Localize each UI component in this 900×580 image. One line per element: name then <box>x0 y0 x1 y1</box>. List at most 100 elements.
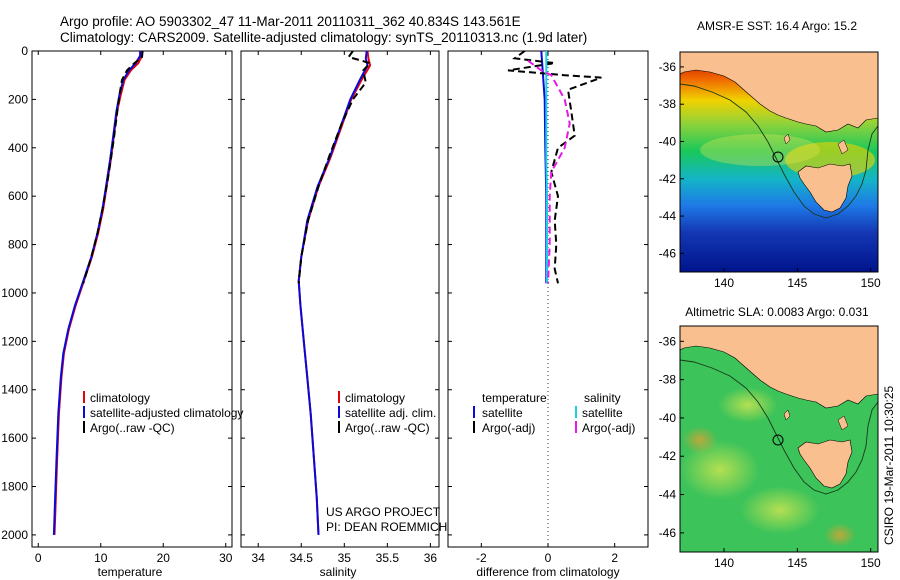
legend-title-temperature: temperature <box>482 391 547 405</box>
legend-item: Argo(-adj) <box>582 421 635 435</box>
legend-item: climatology <box>90 391 150 405</box>
y-tick-label: 2000 <box>1 528 28 542</box>
y-tick-label: 400 <box>8 141 28 155</box>
map-x-tick-label: 150 <box>861 276 881 290</box>
difference-legend: temperature satellite Argo(-adj) salinit… <box>473 391 635 435</box>
y-tick-label: 1200 <box>1 334 28 348</box>
sst-map <box>680 52 878 272</box>
map-x-tick-label: 145 <box>787 556 807 570</box>
x-tick-label: -2 <box>476 551 487 565</box>
map-y-tick-label: -38 <box>659 373 677 387</box>
map-x-tick-label: 140 <box>714 276 734 290</box>
x-tick-label: 20 <box>157 551 171 565</box>
x-tick-label: 10 <box>94 551 108 565</box>
credit-line1: US ARGO PROJECT <box>326 505 441 519</box>
credit-line2: PI: DEAN ROEMMICH <box>326 520 447 534</box>
legend-item: satellite <box>582 406 623 420</box>
y-tick-label: 1800 <box>1 480 28 494</box>
salinity-panel-frame <box>240 50 440 548</box>
series-line <box>527 59 571 284</box>
map-x-tick-label: 140 <box>714 556 734 570</box>
x-tick-label: 35.5 <box>376 551 400 565</box>
legend-item: Argo(-adj) <box>482 421 535 435</box>
shelf-contour <box>680 359 878 495</box>
argo-position-marker <box>772 151 784 163</box>
argo-position-marker <box>772 434 784 446</box>
y-tick-label: 0 <box>21 44 28 58</box>
x-tick-label: 30 <box>219 551 233 565</box>
x-tick-label: 34 <box>252 551 266 565</box>
salinity-legend: climatology satellite adj. clim. Argo(..… <box>338 391 436 435</box>
legend-title-salinity: salinity <box>584 391 621 405</box>
x-tick-label: 34.5 <box>290 551 314 565</box>
sla-map-frame <box>679 325 879 553</box>
legend-item: satellite adj. clim. <box>345 406 436 420</box>
series-line <box>53 51 143 535</box>
land-mainland <box>680 326 878 409</box>
difference-lines <box>507 50 602 547</box>
series-line <box>52 51 142 535</box>
map-y-tick-label: -44 <box>659 488 677 502</box>
temperature-xlabel: temperature <box>98 565 163 579</box>
salinity-xlabel: salinity <box>320 565 357 579</box>
map-y-tick-label: -40 <box>659 134 677 148</box>
map-y-tick-label: -46 <box>659 246 677 260</box>
map-x-tick-label: 150 <box>861 556 881 570</box>
sst-map-axis: 140 145 150 -36 -38 -40 -42 -44 -46 <box>659 60 881 290</box>
y-tick-label: 800 <box>8 238 28 252</box>
figure-title-line2: Climatology: CARS2009. Satellite-adjuste… <box>60 30 587 45</box>
temperature-panel-frame <box>31 50 233 548</box>
map-y-tick-label: -36 <box>659 334 677 348</box>
legend-item: climatology <box>345 391 405 405</box>
temperature-legend: climatology satellite-adjusted climatolo… <box>83 391 243 435</box>
map-x-tick-label: 145 <box>787 276 807 290</box>
temperature-lines <box>52 50 144 535</box>
sla-map <box>680 326 878 552</box>
land-king-island <box>783 409 791 421</box>
land-king-island <box>783 133 791 145</box>
y-tick-label: 1600 <box>1 431 28 445</box>
map-y-tick-label: -38 <box>659 97 677 111</box>
x-tick-label: 0 <box>545 551 552 565</box>
sst-map-frame <box>679 51 879 273</box>
land-flinders-island <box>837 139 849 155</box>
series-line <box>297 50 369 535</box>
sst-map-title: AMSR-E SST: 16.4 Argo: 15.2 <box>697 19 857 33</box>
sla-map-title: Altimetric SLA: 0.0083 Argo: 0.031 <box>685 305 869 319</box>
map-y-tick-label: -40 <box>659 411 677 425</box>
series-line <box>297 50 372 535</box>
difference-axis: -2 0 2 <box>448 50 648 565</box>
map-y-tick-label: -36 <box>659 60 677 74</box>
y-tick-label: 600 <box>8 189 28 203</box>
map-y-tick-label: -42 <box>659 449 677 463</box>
series-line <box>545 51 548 284</box>
side-timestamp: CSIRO 19-Mar-2011 10:30:25 <box>882 385 896 545</box>
figure-title-line1: Argo profile: AO 5903302_47 11-Mar-2011 … <box>60 14 521 29</box>
land-tasmania <box>797 163 853 213</box>
sla-map-axis: 140 145 150 -36 -38 -40 -42 -44 -46 <box>659 334 881 570</box>
series-line <box>82 50 144 284</box>
x-tick-label: 36 <box>424 551 438 565</box>
land-flinders-island <box>837 415 849 431</box>
legend-item: Argo(..raw -QC) <box>90 421 175 435</box>
legend-item: Argo(..raw -QC) <box>345 421 430 435</box>
salinity-lines <box>297 50 372 535</box>
map-y-tick-label: -42 <box>659 172 677 186</box>
shelf-contour <box>680 83 878 219</box>
map-y-tick-label: -46 <box>659 526 677 540</box>
x-tick-label: 0 <box>35 551 42 565</box>
land-tasmania <box>797 439 853 489</box>
x-tick-label: 2 <box>611 551 618 565</box>
y-tick-label: 200 <box>8 92 28 106</box>
map-y-tick-label: -44 <box>659 209 677 223</box>
salinity-axis: 34 34.5 35 35.5 36 <box>241 50 439 565</box>
legend-item: satellite-adjusted climatology <box>90 406 243 420</box>
legend-item: satellite <box>482 406 523 420</box>
land-mainland <box>680 52 878 133</box>
y-tick-label: 1400 <box>1 383 28 397</box>
y-tick-label: 1000 <box>1 286 28 300</box>
difference-xlabel: difference from climatology <box>476 565 619 579</box>
x-tick-label: 35 <box>338 551 352 565</box>
temperature-axis: 0 10 20 30 0 200 400 600 800 1000 1200 1400 1600 1800… <box>1 44 232 565</box>
